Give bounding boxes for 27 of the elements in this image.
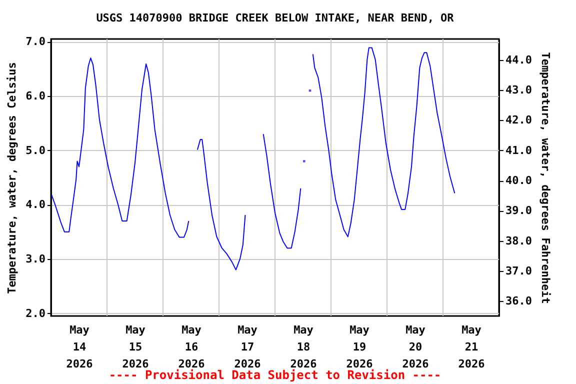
x-tick-label: May 19 2026 — [346, 324, 374, 370]
y-tick-label: 5.0 — [26, 144, 46, 157]
y2-tick-label: 43.0 — [506, 83, 532, 96]
y2-tick-label: 42.0 — [506, 114, 532, 127]
y-tick-label: 6.0 — [26, 90, 46, 103]
x-tick-label: May 20 2026 — [402, 324, 430, 370]
y2-tick-label: 41.0 — [506, 144, 532, 157]
y2-axis-title: Temperature, water, degrees Fahrenheit — [538, 52, 552, 304]
y2-tick-label: 37.0 — [506, 264, 532, 278]
y2-tick-label: 40.0 — [506, 174, 532, 188]
x-tick-label: May 14 2026 — [66, 324, 94, 370]
text: ---- Provisional Data Subject to Revision ---- — [108, 368, 442, 382]
y-tick-label: 7.0 — [26, 35, 46, 48]
x-tick-label: May 21 2026 — [458, 324, 486, 370]
y2-tick-label: 38.0 — [506, 234, 532, 248]
y-tick-label: 4.0 — [26, 198, 46, 212]
y-tick-label: 3.0 — [26, 252, 46, 266]
y2-tick-label: 39.0 — [506, 204, 532, 218]
x-tick-label: May 16 2026 — [178, 324, 206, 370]
y2-tick-label: 36.0 — [506, 294, 532, 308]
x-tick-label: May 15 2026 — [122, 324, 150, 370]
y-axis-title: Temperature, water, degrees Celsius — [6, 62, 19, 294]
y2-tick-label: 44.0 — [506, 53, 532, 66]
chart-title: USGS 14070900 BRIDGE CREEK BELOW INTAKE, NEAR BEND, OR — [96, 12, 454, 25]
x-tick-label: May 17 2026 — [234, 324, 262, 370]
y-tick-label: 2.0 — [26, 306, 46, 320]
x-tick-label: May 18 2026 — [290, 324, 318, 370]
